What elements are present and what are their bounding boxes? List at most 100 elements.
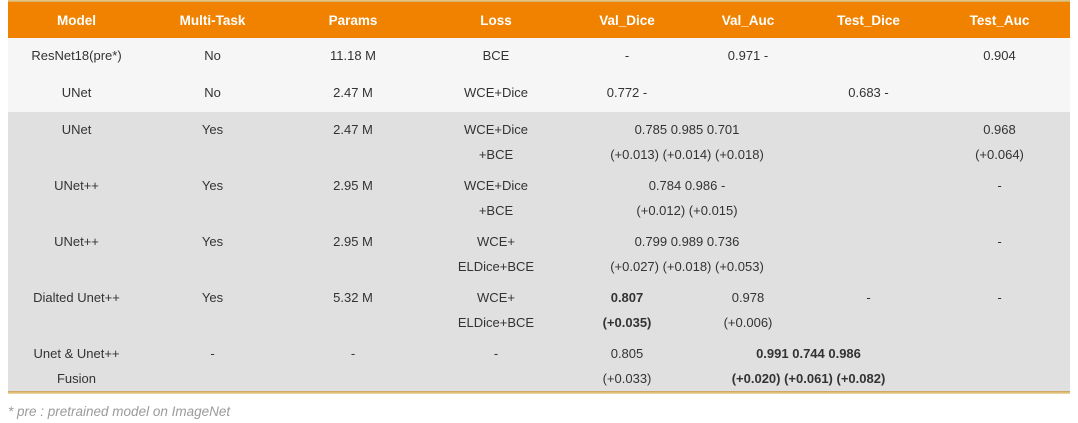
cell-line: 0.991 0.744 0.986: [756, 346, 861, 361]
table-cell: -: [929, 280, 1070, 336]
cell-line: ELDice+BCE: [457, 259, 535, 274]
cell-line: ResNet18(pre*): [31, 48, 122, 63]
column-header-val-auc: Val_Auc: [688, 2, 808, 38]
cell-line: UNet: [61, 122, 92, 137]
cell-line: WCE+Dice: [464, 85, 528, 100]
table-cell: 0.968 (+0.064): [929, 112, 1070, 168]
table-cell: No: [145, 75, 280, 112]
table-cell: BCE: [426, 38, 566, 75]
cell-line: Yes: [201, 178, 224, 193]
table-cell: 0.772 -: [566, 75, 688, 112]
table-cell: [808, 38, 929, 75]
table-cell: 0.904: [929, 38, 1070, 75]
cell-line: 2.47 M: [333, 85, 373, 100]
cell-line: 0.978: [731, 290, 765, 305]
cell-line: 2.95 M: [333, 178, 373, 193]
table-cell: [808, 112, 929, 168]
cell-line: No: [204, 85, 221, 100]
cell-line: Yes: [201, 234, 224, 249]
table-cell: WCE+Dice +BCE: [426, 168, 566, 224]
cell-line: WCE+: [477, 290, 515, 305]
cell-line: 11.18 M: [329, 48, 376, 63]
table-cell: 2.95 M: [280, 224, 426, 280]
cell-line: [688, 80, 808, 105]
cell-line: -: [997, 290, 1002, 305]
table-row: UNet++ Yes 2.95 M WCE+Dice +BCE 0.784 0.986 -…: [8, 168, 1070, 224]
cell-line: [808, 117, 929, 142]
column-header-multi-task: Multi-Task: [145, 2, 280, 38]
table-body: ResNet18(pre*) No 11.18 M BCE - 0.971 - 0.904 U…: [8, 38, 1070, 391]
cell-line: 5.32 M: [333, 290, 373, 305]
cell-line: -: [210, 346, 215, 361]
cell-line: +BCE: [478, 203, 514, 218]
cell-line: (+0.033): [602, 371, 652, 386]
table-cell: UNet: [8, 75, 145, 112]
column-header-test-dice: Test_Dice: [808, 2, 929, 38]
cell-line: 0.971 -: [727, 48, 769, 63]
table-cell: 0.978 (+0.006): [688, 280, 808, 336]
cell-line: 0.968: [983, 122, 1016, 137]
table-row: UNet No 2.47 M WCE+Dice 0.772 - 0.683 -: [8, 75, 1070, 112]
table-cell: 2.95 M: [280, 168, 426, 224]
table-cell: 0.683 -: [808, 75, 929, 112]
table-cell: 0.799 0.989 0.736 (+0.027) (+0.018) (+0.0…: [566, 224, 808, 280]
table-cell: -: [808, 280, 929, 336]
cell-line: 0.785 0.985 0.701: [634, 122, 740, 137]
table-cell: UNet++: [8, 168, 145, 224]
table-cell: 0.805 (+0.033): [566, 336, 688, 391]
table-row: UNet Yes 2.47 M WCE+Dice +BCE 0.785 0.985 0.7…: [8, 112, 1070, 168]
table-row: ResNet18(pre*) No 11.18 M BCE - 0.971 - 0.904: [8, 38, 1070, 75]
cell-line: 0.807: [610, 290, 644, 305]
cell-line: (+0.013) (+0.014) (+0.018): [610, 147, 764, 162]
column-header-loss: Loss: [426, 2, 566, 38]
table-cell: 0.971 -: [688, 38, 808, 75]
cell-line: Yes: [201, 290, 224, 305]
cell-line: [808, 173, 929, 198]
table-cell: 0.991 0.744 0.986 (+0.020) (+0.061) (+0.0…: [688, 336, 929, 391]
cell-line: Unet & Unet++: [33, 346, 120, 361]
cell-line: 0.683 -: [848, 85, 889, 100]
table-cell: WCE+ ELDice+BCE: [426, 224, 566, 280]
cell-line: WCE+: [477, 234, 515, 249]
table-cell: ResNet18(pre*): [8, 38, 145, 75]
table-cell: Yes: [145, 168, 280, 224]
table-cell: -: [929, 224, 1070, 280]
cell-line: (+0.012) (+0.015): [636, 203, 738, 218]
table-cell: 2.47 M: [280, 112, 426, 168]
cell-line: -: [493, 346, 499, 361]
table-cell: 2.47 M: [280, 75, 426, 112]
table-cell: Yes: [145, 112, 280, 168]
table-cell: UNet++: [8, 224, 145, 280]
table-cell: 0.807 (+0.035): [566, 280, 688, 336]
column-header-val-dice: Val_Dice: [566, 2, 688, 38]
cell-line: WCE+Dice: [464, 122, 528, 137]
table-cell: WCE+Dice: [426, 75, 566, 112]
table-cell: -: [566, 38, 688, 75]
table-row: UNet++ Yes 2.95 M WCE+ ELDice+BCE 0.799 0.989…: [8, 224, 1070, 280]
header-row: Model Multi-Task Params Loss Val_Dice Val_Auc…: [8, 2, 1070, 38]
table-cell: WCE+ ELDice+BCE: [426, 280, 566, 336]
cell-line: -: [866, 290, 871, 305]
cell-line: WCE+Dice: [464, 178, 528, 193]
cell-line: 0.784 0.986 -: [648, 178, 726, 193]
cell-line: 2.47 M: [333, 122, 373, 137]
cell-line: -: [997, 234, 1002, 249]
table-cell: [929, 75, 1070, 112]
cell-line: -: [624, 48, 630, 63]
table-cell: 0.785 0.985 0.701 (+0.013) (+0.014) (+0.0…: [566, 112, 808, 168]
table-cell: -: [426, 336, 566, 391]
table-cell: [688, 75, 808, 112]
table-cell: UNet: [8, 112, 145, 168]
table-cell: Dialted Unet++: [8, 280, 145, 336]
cell-line: UNet: [61, 85, 92, 100]
column-header-params: Params: [280, 2, 426, 38]
cell-line: Fusion: [56, 371, 97, 386]
cell-line: [808, 43, 929, 68]
cell-line: 2.95 M: [333, 234, 373, 249]
cell-line: 0.772 -: [606, 85, 648, 100]
cell-line: [929, 341, 1070, 366]
cell-line: (+0.035): [602, 315, 652, 330]
table-cell: -: [145, 336, 280, 391]
cell-line: 0.805: [610, 346, 644, 361]
